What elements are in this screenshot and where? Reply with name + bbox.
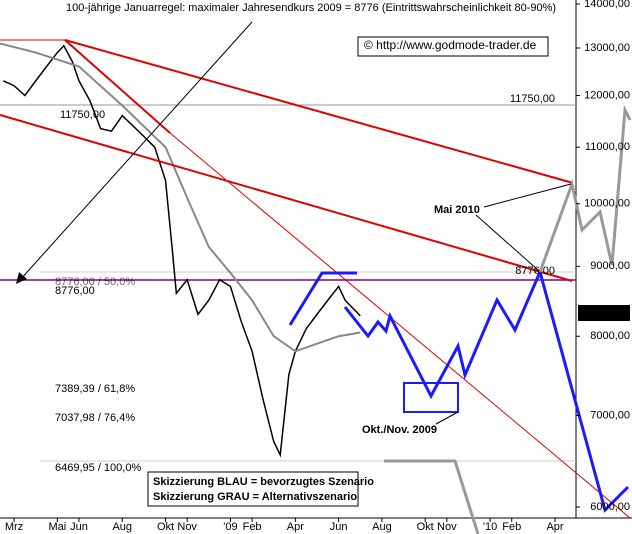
x-tick-label: Aug xyxy=(112,521,132,533)
annotation: Okt./Nov. 2009 xyxy=(362,424,437,436)
y-tick-label: 7000,00 xyxy=(590,409,630,421)
trend-line xyxy=(169,132,631,519)
arrow-line xyxy=(19,21,253,281)
annotation: 7389,39 / 61,8% xyxy=(55,383,135,395)
gray-scenario xyxy=(538,104,632,273)
annotation: 8280,74 xyxy=(584,307,624,319)
x-tick-label: Nov xyxy=(177,521,197,533)
x-tick-label: Mrz xyxy=(5,521,23,533)
annotation: 11750,00 xyxy=(60,109,105,121)
annotation: 6469,95 / 100,0% xyxy=(55,462,141,474)
gray-scenario xyxy=(384,459,480,534)
blue-scenario xyxy=(288,271,357,326)
x-tick-label: Mai xyxy=(48,521,66,533)
x-tick-label: '09 xyxy=(223,521,237,533)
trend-line xyxy=(64,39,171,134)
trend-line xyxy=(0,114,573,282)
callout-line xyxy=(483,183,572,208)
y-tick-label: 11000,00 xyxy=(585,141,630,153)
source-box xyxy=(357,36,549,57)
price-tag xyxy=(578,305,630,321)
x-tick-label: Feb xyxy=(243,521,262,533)
x-tick-label: Jun xyxy=(330,521,348,533)
legend-box xyxy=(147,471,359,507)
target-box xyxy=(403,382,459,413)
x-tick-label: Aug xyxy=(372,521,392,533)
x-tick-label: Okt xyxy=(157,521,174,533)
callout-line xyxy=(435,411,459,425)
y-tick-label: 9000,00 xyxy=(590,260,630,272)
y-tick-label: 6000,00 xyxy=(590,501,630,513)
annotation: 7037,98 / 76,4% xyxy=(55,412,135,424)
y-tick-label: 13000,00 xyxy=(584,42,630,54)
source: © http://www.godmode-trader.de xyxy=(364,38,537,52)
callout-line xyxy=(475,214,539,271)
x-tick-label: Okt xyxy=(417,521,434,533)
annotation: 8776,00 xyxy=(55,285,95,297)
annotation: Skizzierung BLAU = bevorzugtes Szenario xyxy=(153,476,374,488)
y-tick-label: 12000,00 xyxy=(584,89,630,101)
x-tick-label: Feb xyxy=(502,521,521,533)
x-tick-label: Apr xyxy=(546,521,563,533)
annotation: 11750,00 xyxy=(510,93,555,105)
x-tick-label: Nov xyxy=(437,521,457,533)
arrow-head xyxy=(16,272,27,284)
y-tick-label: 10000,00 xyxy=(584,198,630,210)
price-line xyxy=(0,42,361,353)
annotation: 8776,00 xyxy=(515,265,555,277)
chart-title: 100-jährige Januarregel: maximaler Jahre… xyxy=(66,2,556,14)
x-tick-label: Jun xyxy=(70,521,88,533)
y-tick-label: 8000,00 xyxy=(590,330,630,342)
x-tick-label: '10 xyxy=(483,521,497,533)
x-tick-label: Apr xyxy=(287,521,304,533)
trend-line xyxy=(64,39,574,184)
annotation: Mai 2010 xyxy=(434,204,480,216)
annotation: Skizzierung GRAU = Alternativszenario xyxy=(153,491,357,503)
y-tick-label: 14000,00 xyxy=(584,0,630,10)
annotation: 8776,00 / 50,0% xyxy=(55,276,135,288)
